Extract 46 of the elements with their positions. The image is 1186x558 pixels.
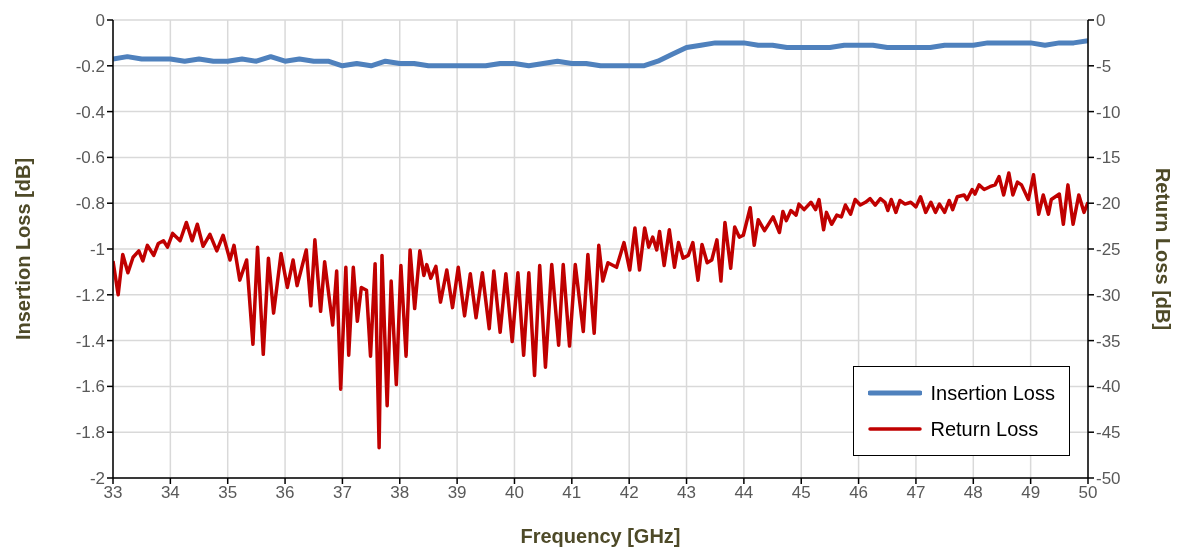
y-tick-label: -1: [89, 240, 105, 260]
y2-tick-label: -15: [1096, 148, 1121, 168]
legend-label: Return Loss: [930, 417, 1039, 441]
y2-tick-label: 0: [1096, 11, 1106, 31]
y2-tick-label: -25: [1096, 240, 1121, 260]
y2-tick-label: -45: [1096, 423, 1121, 443]
x-tick-label: 48: [963, 483, 983, 503]
x-tick-label: 49: [1021, 483, 1041, 503]
y-tick-label: -0.6: [75, 148, 105, 168]
x-tick-label: 33: [103, 483, 123, 503]
x-tick-label: 39: [447, 483, 467, 503]
y2-tick-label: -20: [1096, 194, 1121, 214]
line-series: [113, 171, 1088, 450]
x-tick-label: 46: [849, 483, 869, 503]
y2-tick-label: -35: [1096, 331, 1121, 351]
y2-tick-label: -30: [1096, 285, 1121, 305]
y-axis-title: Insertion Loss [dB]: [12, 157, 35, 341]
x-tick-label: 34: [160, 483, 180, 503]
x-axis-title: Frequency [GHz]: [520, 525, 681, 547]
y2-tick-label: -40: [1096, 377, 1121, 397]
y-tick-label: -0.2: [75, 56, 105, 76]
x-tick-label: 44: [734, 483, 754, 503]
y2-tick-label: -5: [1096, 56, 1112, 76]
legend-label: Insertion Loss: [930, 381, 1055, 405]
y2-tick-label: -50: [1096, 469, 1121, 489]
y-tick-label: -1.4: [75, 331, 105, 351]
y-tick-label: -0.8: [75, 194, 105, 214]
x-tick-label: 37: [332, 483, 352, 503]
y-tick-label: -1.6: [75, 377, 105, 397]
y-tick-label: -2: [89, 469, 105, 489]
x-tick-label: 36: [275, 483, 295, 503]
y-tick-label: 0: [95, 11, 105, 31]
y2-tick-label: -10: [1096, 102, 1121, 122]
x-tick-label: 40: [505, 483, 524, 503]
y-tick-label: -0.4: [75, 102, 105, 122]
y-tick-label: -1.8: [75, 423, 105, 443]
x-tick-label: 38: [390, 483, 410, 503]
x-tick-label: 42: [619, 483, 639, 503]
x-tick-label: 45: [791, 483, 811, 503]
y-tick-label: -1.2: [75, 285, 105, 305]
x-tick-label: 35: [218, 483, 238, 503]
x-tick-label: 50: [1078, 483, 1098, 503]
x-tick-label: 41: [562, 483, 582, 503]
x-tick-label: 47: [906, 483, 926, 503]
y2-axis-title: Return Loss [dB]: [1151, 167, 1174, 331]
x-tick-label: 43: [677, 483, 696, 503]
